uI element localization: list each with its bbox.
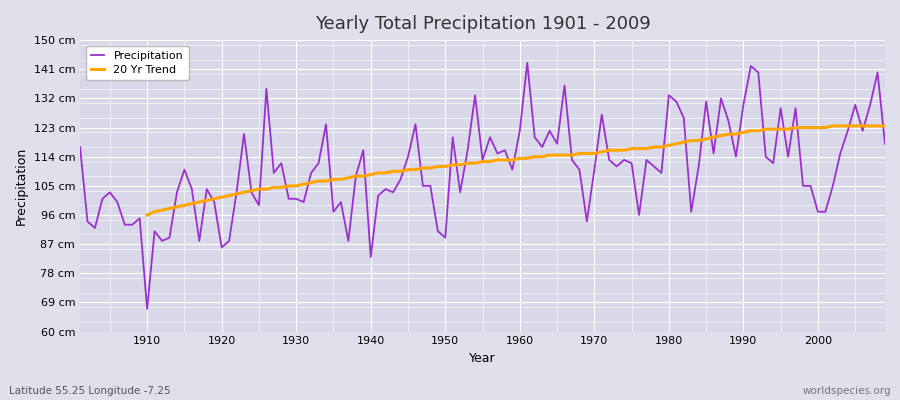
Precipitation [75,144,86,149]
20 Yr Trend [827,124,838,128]
20 Yr Trend [141,212,152,217]
Precipitation [515,128,526,133]
Legend: Precipitation, 20 Yr Trend: Precipitation, 20 Yr Trend [86,46,189,80]
X-axis label: Year: Year [469,352,496,365]
Text: worldspecies.org: worldspecies.org [803,386,891,396]
20 Yr Trend [581,151,592,156]
Text: Latitude 55.25 Longitude -7.25: Latitude 55.25 Longitude -7.25 [9,386,171,396]
Title: Yearly Total Precipitation 1901 - 2009: Yearly Total Precipitation 1901 - 2009 [315,15,651,33]
Precipitation [134,216,145,221]
Precipitation [522,60,533,65]
20 Yr Trend [522,156,533,161]
20 Yr Trend [284,184,294,188]
20 Yr Trend [313,178,324,183]
Precipitation [879,141,890,146]
Precipitation [529,135,540,140]
20 Yr Trend [820,125,831,130]
20 Yr Trend [850,124,860,128]
Y-axis label: Precipitation: Precipitation [15,147,28,225]
Line: 20 Yr Trend: 20 Yr Trend [147,126,885,215]
20 Yr Trend [879,124,890,128]
Line: Precipitation: Precipitation [80,63,885,309]
Precipitation [350,174,361,178]
Precipitation [141,306,152,311]
Precipitation [618,158,629,162]
Precipitation [306,170,317,175]
